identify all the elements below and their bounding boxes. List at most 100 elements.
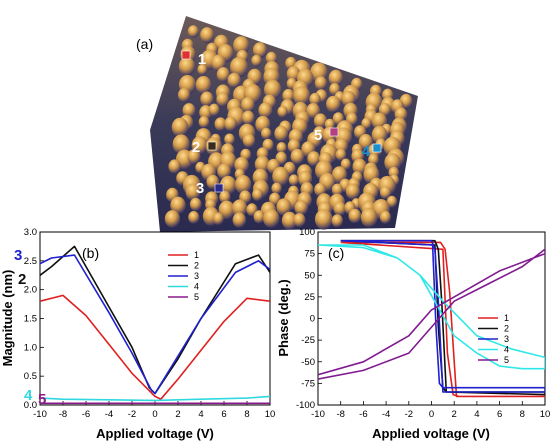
- series-line-4: [40, 395, 270, 402]
- y-tick-label: 75: [304, 249, 315, 260]
- afm-bump: [254, 155, 270, 174]
- x-tick-label: 8: [520, 409, 525, 420]
- plot-c-xlabel: Applied voltage (V): [372, 426, 490, 441]
- afm-bump: [345, 183, 360, 200]
- afm-bump: [333, 201, 346, 216]
- afm-bump: [188, 211, 200, 224]
- afm-bump: [224, 116, 238, 132]
- afm-bump: [335, 148, 347, 161]
- legend-label: 3: [194, 271, 199, 281]
- afm-bump: [314, 209, 333, 230]
- series-line-3: [340, 239, 545, 393]
- afm-bump: [208, 103, 220, 117]
- afm-marker-label: 5: [314, 127, 322, 144]
- plot-c-frame: [317, 231, 546, 406]
- panel-a-label: (a): [136, 36, 153, 52]
- plot-c-ticks: -10 -8 -6 -4 -2 0 2 4 6 8 10-100-75-50-25025507510…: [296, 227, 550, 420]
- y-tick-label: -100: [296, 400, 315, 411]
- legend-label: 1: [194, 250, 199, 260]
- afm-bump: [212, 212, 224, 225]
- afm-marker-square: [372, 143, 382, 153]
- afm-bump: [379, 186, 392, 200]
- x-tick-label: 4: [474, 409, 479, 420]
- afm-bump: [314, 182, 327, 197]
- afm-bump: [189, 197, 202, 212]
- afm-bump: [293, 86, 311, 106]
- y-tick-label: -50: [301, 357, 315, 368]
- afm-bump: [252, 42, 267, 59]
- afm-bump: [258, 102, 273, 119]
- afm-bump: [331, 214, 343, 228]
- afm-bump: [240, 97, 255, 113]
- curve-label-4: 4: [24, 387, 33, 404]
- afm-bump: [242, 133, 256, 148]
- afm-bumps: [164, 25, 413, 230]
- afm-bump: [231, 199, 248, 218]
- y-tick-label: 50: [304, 270, 315, 281]
- x-tick-label: 0: [429, 409, 434, 420]
- plot-b-curve-labels: 3 2 4 5: [14, 247, 46, 408]
- legend-label: 4: [194, 282, 199, 292]
- afm-bump: [187, 25, 199, 38]
- y-tick-label: 1.0: [24, 342, 37, 353]
- legend-label: 5: [504, 355, 509, 365]
- afm-bump: [358, 134, 373, 151]
- plot-c-series: [318, 239, 545, 398]
- afm-bump: [200, 27, 215, 44]
- afm-bump: [307, 151, 321, 167]
- legend-label: 1: [504, 313, 509, 323]
- afm-bump: [219, 175, 237, 195]
- afm-bump: [352, 158, 367, 176]
- afm-bump: [214, 117, 227, 132]
- afm-bump: [195, 76, 212, 94]
- afm-bump: [288, 174, 299, 186]
- afm-marker-square: [329, 127, 339, 137]
- afm-bump: [340, 158, 351, 171]
- series-line-2: [340, 239, 545, 396]
- y-tick-label: 2.0: [24, 285, 37, 296]
- afm-bump: [200, 91, 214, 107]
- afm-bump: [230, 56, 248, 78]
- plot-b-ylabel: Magnitude (nm): [0, 270, 15, 367]
- afm-bump: [379, 210, 391, 224]
- afm-bump: [313, 113, 327, 129]
- y-tick-label: 100: [299, 227, 315, 238]
- afm-bump: [241, 110, 255, 126]
- x-tick-label: -4: [105, 409, 113, 420]
- legend-label: 3: [504, 334, 509, 344]
- panel-b-label: (b): [82, 245, 99, 261]
- x-tick-label: -2: [405, 409, 413, 420]
- afm-marker-label: 2: [192, 139, 200, 156]
- afm-bump: [293, 213, 306, 228]
- afm-bump: [252, 188, 264, 202]
- x-tick-label: 6: [221, 409, 226, 420]
- afm-bump: [216, 92, 230, 107]
- x-tick-label: 2: [452, 409, 457, 420]
- afm-bump: [328, 69, 343, 87]
- afm-bump: [235, 175, 252, 194]
- afm-marker-label: 4: [362, 143, 371, 160]
- y-tick-label: 25: [304, 292, 315, 303]
- afm-bump: [233, 36, 250, 55]
- legend-label: 2: [194, 261, 199, 271]
- afm-bump: [294, 200, 308, 216]
- afm-bump: [263, 209, 280, 228]
- y-tick-label: -25: [301, 335, 315, 346]
- afm-bump: [281, 211, 298, 230]
- x-tick-label: -2: [128, 409, 136, 420]
- afm-bump: [198, 116, 210, 129]
- afm-bump: [386, 195, 398, 208]
- plot-b-frame: [39, 231, 271, 406]
- afm-marker-square: [181, 50, 191, 60]
- series-line-5: [318, 248, 545, 380]
- curve-label-3: 3: [14, 247, 22, 264]
- afm-bump: [314, 76, 327, 91]
- afm-bump: [348, 208, 362, 224]
- x-tick-label: -6: [82, 409, 90, 420]
- y-tick-label: 2.5: [24, 256, 37, 267]
- afm-bump: [272, 166, 290, 187]
- x-tick-label: -10: [33, 409, 47, 420]
